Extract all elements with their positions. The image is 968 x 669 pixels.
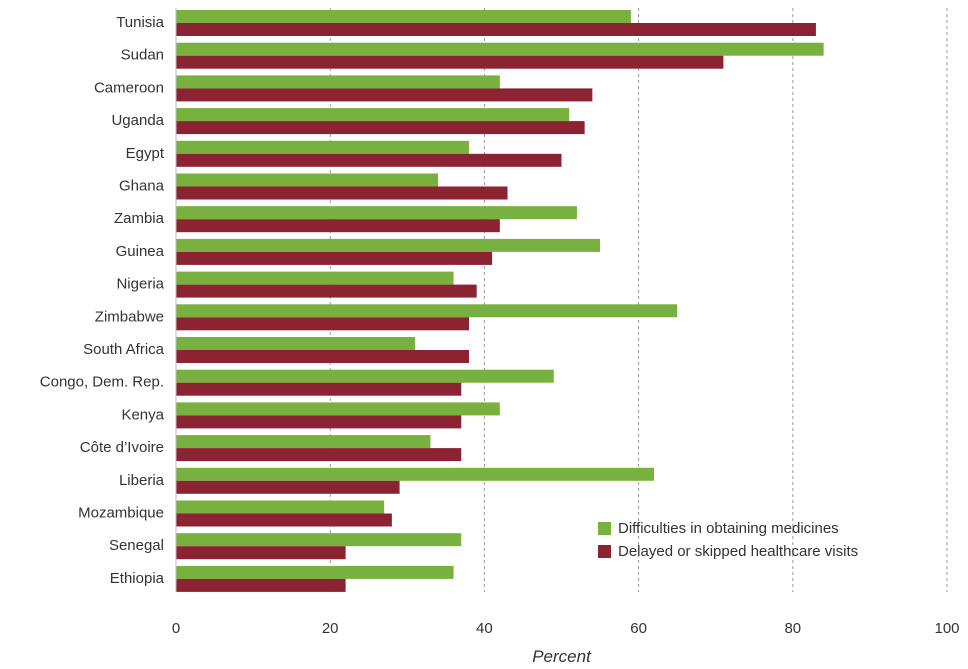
bar-visits-15 bbox=[176, 513, 392, 527]
bars bbox=[176, 10, 824, 592]
category-label: Zimbabwe bbox=[95, 308, 164, 325]
bar-visits-3 bbox=[176, 121, 585, 135]
category-label: Guinea bbox=[116, 243, 165, 260]
category-label: South Africa bbox=[83, 341, 165, 358]
legend-swatch-medicines bbox=[598, 522, 611, 535]
bar-visits-16 bbox=[176, 546, 346, 560]
category-label: Egypt bbox=[126, 145, 165, 162]
bar-medicines-6 bbox=[176, 206, 577, 220]
category-labels: Tunisia Sudan Cameroon Uganda Egypt Ghana Zamb… bbox=[40, 14, 165, 587]
bar-medicines-8 bbox=[176, 271, 454, 285]
category-label: Senegal bbox=[109, 537, 164, 554]
legend-label-medicines: Difficulties in obtaining medicines bbox=[618, 520, 839, 537]
x-tick-labels: 0 20 40 60 80 100 bbox=[172, 620, 960, 637]
bar-medicines-13 bbox=[176, 435, 431, 449]
gridlines bbox=[329, 8, 948, 592]
x-tick-label: 0 bbox=[172, 620, 180, 637]
category-label: Kenya bbox=[121, 406, 164, 423]
bar-visits-6 bbox=[176, 219, 500, 233]
bar-visits-13 bbox=[176, 448, 462, 462]
bar-medicines-2 bbox=[176, 75, 500, 89]
bar-medicines-5 bbox=[176, 173, 439, 187]
bar-medicines-11 bbox=[176, 369, 554, 383]
bar-visits-0 bbox=[176, 23, 816, 36]
x-axis-title: Percent bbox=[532, 647, 592, 666]
x-tick-label: 40 bbox=[476, 620, 493, 637]
legend: Difficulties in obtaining medicines Delay… bbox=[598, 520, 858, 560]
bar-medicines-12 bbox=[176, 402, 500, 416]
category-label: Liberia bbox=[119, 472, 165, 489]
x-tick-label: 100 bbox=[934, 620, 959, 637]
bar-visits-4 bbox=[176, 153, 562, 167]
x-tick-label: 20 bbox=[322, 620, 339, 637]
category-label: Mozambique bbox=[78, 504, 164, 521]
bar-visits-12 bbox=[176, 415, 462, 429]
legend-swatch-visits bbox=[598, 545, 611, 558]
category-label: Côte d’Ivoire bbox=[80, 439, 164, 456]
category-label: Zambia bbox=[114, 210, 165, 227]
bar-visits-5 bbox=[176, 186, 508, 200]
x-tick-label: 80 bbox=[784, 620, 801, 637]
bar-visits-7 bbox=[176, 251, 493, 265]
bar-visits-11 bbox=[176, 382, 462, 396]
category-label: Cameroon bbox=[94, 79, 164, 96]
category-label: Ghana bbox=[119, 177, 165, 194]
bar-medicines-1 bbox=[176, 42, 824, 56]
bar-medicines-0 bbox=[176, 10, 631, 23]
bar-visits-8 bbox=[176, 284, 477, 298]
bar-medicines-10 bbox=[176, 337, 416, 350]
bar-medicines-14 bbox=[176, 467, 655, 481]
bar-visits-1 bbox=[176, 55, 724, 69]
bar-medicines-9 bbox=[176, 304, 678, 318]
bar-medicines-17 bbox=[176, 565, 454, 579]
bar-visits-10 bbox=[176, 350, 469, 363]
bar-visits-2 bbox=[176, 88, 593, 102]
bar-medicines-4 bbox=[176, 140, 469, 154]
category-label: Uganda bbox=[111, 112, 164, 129]
bar-medicines-16 bbox=[176, 533, 462, 547]
bar-medicines-15 bbox=[176, 500, 385, 514]
category-label: Ethiopia bbox=[110, 570, 165, 587]
bar-medicines-7 bbox=[176, 238, 601, 252]
category-label: Nigeria bbox=[116, 276, 164, 293]
bar-visits-14 bbox=[176, 480, 400, 494]
legend-label-visits: Delayed or skipped healthcare visits bbox=[618, 543, 858, 560]
bar-visits-9 bbox=[176, 317, 469, 331]
category-label: Tunisia bbox=[116, 14, 164, 31]
category-label: Congo, Dem. Rep. bbox=[40, 374, 164, 391]
bar-visits-17 bbox=[176, 578, 346, 592]
category-label: Sudan bbox=[121, 47, 164, 64]
x-tick-label: 60 bbox=[630, 620, 647, 637]
bar-medicines-3 bbox=[176, 108, 570, 122]
